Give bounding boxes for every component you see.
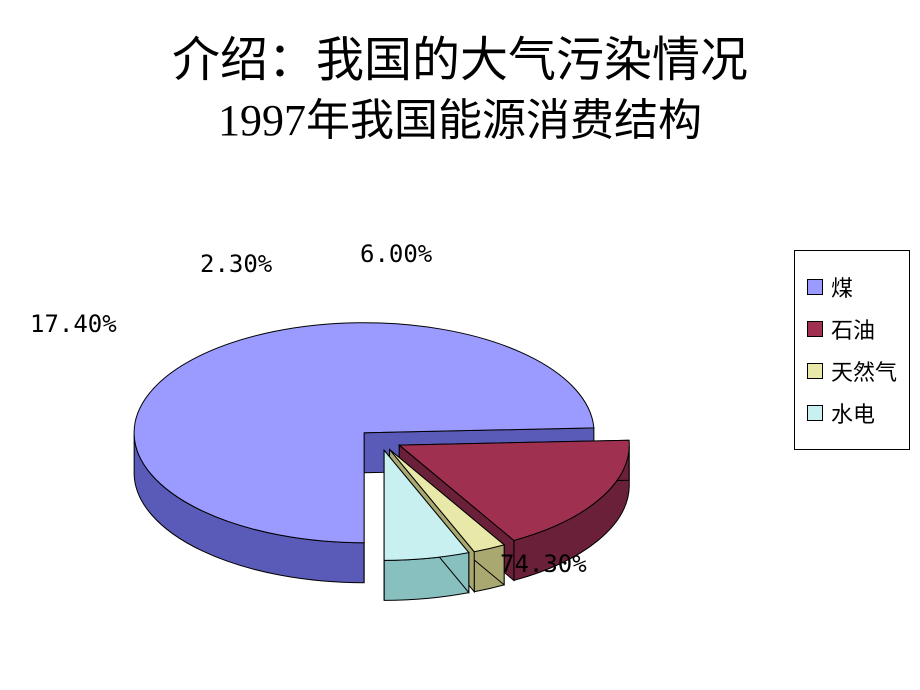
- pie-chart-area: 74.30% 17.40% 2.30% 6.00%: [40, 210, 880, 650]
- label-coal: 74.30%: [500, 550, 587, 578]
- legend-label-hydro: 水电: [831, 397, 875, 429]
- legend-item-natural-gas: 天然气: [807, 355, 897, 387]
- legend-item-hydro: 水电: [807, 397, 897, 429]
- title-block: 介绍：我国的大气污染情况 1997年我国能源消费结构: [0, 0, 920, 150]
- legend: 煤 石油 天然气 水电: [794, 250, 910, 450]
- legend-swatch-natural-gas: [807, 363, 823, 379]
- label-hydro: 6.00%: [360, 240, 432, 268]
- legend-label-oil: 石油: [831, 313, 875, 345]
- legend-label-coal: 煤: [831, 271, 853, 303]
- legend-item-coal: 煤: [807, 271, 897, 303]
- pie-chart-svg: [40, 210, 740, 650]
- title-sub: 1997年我国能源消费结构: [0, 92, 920, 149]
- legend-swatch-coal: [807, 279, 823, 295]
- title-main: 介绍：我国的大气污染情况: [0, 30, 920, 92]
- legend-swatch-hydro: [807, 405, 823, 421]
- label-natural-gas: 2.30%: [200, 250, 272, 278]
- legend-item-oil: 石油: [807, 313, 897, 345]
- label-oil: 17.40%: [30, 310, 117, 338]
- legend-label-natural-gas: 天然气: [831, 355, 897, 387]
- legend-swatch-oil: [807, 321, 823, 337]
